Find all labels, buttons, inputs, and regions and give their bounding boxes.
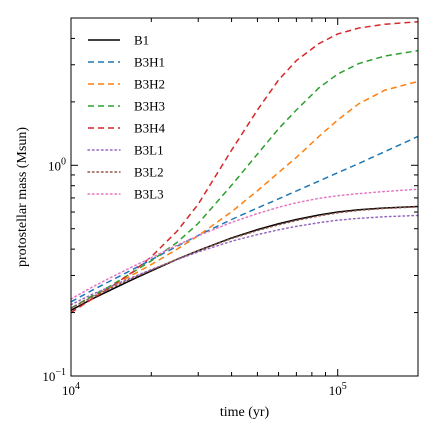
x-tick-label: 104 (62, 381, 80, 398)
y-axis-label: protostellar mass (Msun) (15, 127, 30, 267)
legend-label-b3h4: B3H4 (134, 121, 166, 136)
ticks-layer: 104 105 10−1 100 (42, 18, 419, 398)
y-tick-label: 10−1 (42, 367, 66, 384)
x-axis-label: time (yr) (220, 405, 270, 420)
legend-label-b3h2: B3H2 (134, 77, 165, 92)
series-line-b3h4 (70, 20, 419, 314)
legend-label-b1: B1 (134, 33, 149, 48)
legend-label-b3l3: B3L3 (134, 187, 164, 202)
series-line-b3h1 (70, 135, 419, 303)
legend-label-b3l2: B3L2 (134, 165, 164, 180)
series-line-b3h3 (70, 49, 419, 309)
x-tick-label: 105 (329, 381, 347, 398)
series-line-b3l3 (70, 188, 419, 300)
legend-label-b3h1: B3H1 (134, 55, 165, 70)
series-line-b1 (70, 205, 419, 311)
legend: B1 B3H1 B3H2 B3H3 B3H4 B3L1 B3L2 B3L3 (87, 33, 166, 202)
series-line-b3l2 (70, 206, 419, 309)
series-layer (70, 20, 419, 314)
series-line-b3l1 (70, 214, 419, 306)
legend-label-b3l1: B3L1 (134, 143, 164, 158)
plot-frame (70, 17, 419, 377)
y-tick-label: 100 (48, 156, 66, 173)
series-line-b3h2 (70, 80, 419, 309)
legend-label-b3h3: B3H3 (134, 99, 165, 114)
